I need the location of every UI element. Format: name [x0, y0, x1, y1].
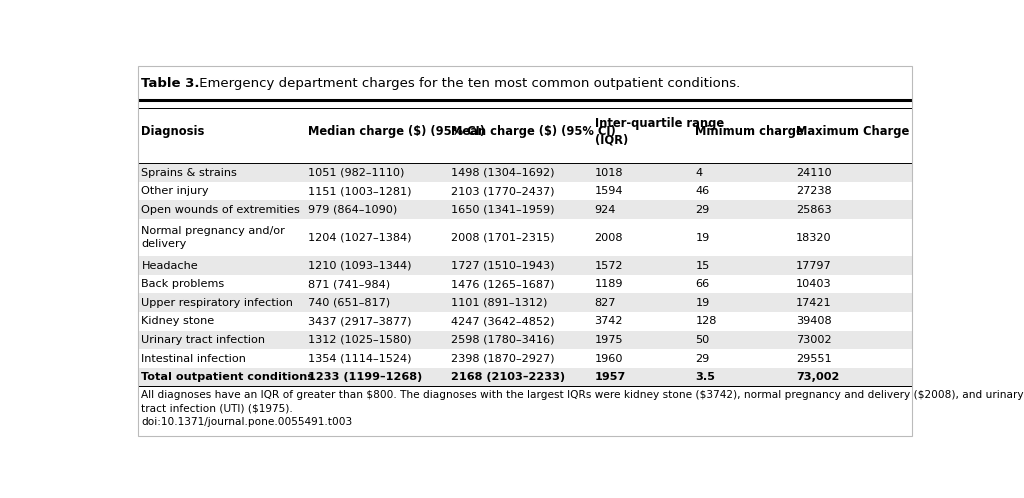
Text: 3437 (2917–3877): 3437 (2917–3877) — [308, 316, 412, 326]
Text: 1051 (982–1110): 1051 (982–1110) — [308, 168, 404, 178]
Bar — [137, 331, 912, 349]
Text: 1312 (1025–1580): 1312 (1025–1580) — [308, 335, 412, 345]
Text: Open wounds of extremities: Open wounds of extremities — [141, 205, 300, 215]
Text: 18320: 18320 — [796, 233, 831, 243]
Text: Inter-quartile range
(IQR): Inter-quartile range (IQR) — [595, 117, 724, 146]
Text: 4: 4 — [695, 168, 702, 178]
Text: 827: 827 — [595, 298, 616, 308]
Text: 1018: 1018 — [595, 168, 624, 178]
Text: Kidney stone: Kidney stone — [141, 316, 215, 326]
Text: 1957: 1957 — [595, 372, 626, 382]
Bar — [137, 219, 912, 256]
Text: 1727 (1510–1943): 1727 (1510–1943) — [452, 260, 555, 270]
Text: 1354 (1114–1524): 1354 (1114–1524) — [308, 354, 412, 364]
Text: 1101 (891–1312): 1101 (891–1312) — [452, 298, 548, 308]
Text: 1650 (1341–1959): 1650 (1341–1959) — [452, 205, 555, 215]
Text: 1498 (1304–1692): 1498 (1304–1692) — [452, 168, 555, 178]
Text: 1960: 1960 — [595, 354, 624, 364]
Text: Headache: Headache — [141, 260, 199, 270]
Bar — [137, 163, 912, 182]
Text: 39408: 39408 — [796, 316, 831, 326]
Text: 73,002: 73,002 — [796, 372, 840, 382]
Text: 2103 (1770–2437): 2103 (1770–2437) — [452, 186, 555, 196]
Text: 979 (864–1090): 979 (864–1090) — [308, 205, 397, 215]
Text: 73002: 73002 — [796, 335, 831, 345]
Text: 1476 (1265–1687): 1476 (1265–1687) — [452, 279, 555, 289]
Text: Normal pregnancy and/or
delivery: Normal pregnancy and/or delivery — [141, 227, 286, 249]
Text: Mean charge ($) (95% CI): Mean charge ($) (95% CI) — [452, 125, 616, 138]
Text: 1151 (1003–1281): 1151 (1003–1281) — [308, 186, 412, 196]
Text: 1975: 1975 — [595, 335, 624, 345]
Text: Median charge ($) (95% CI): Median charge ($) (95% CI) — [308, 125, 485, 138]
Text: 15: 15 — [695, 260, 710, 270]
Text: All diagnoses have an IQR of greater than $800. The diagnoses with the largest I: All diagnoses have an IQR of greater tha… — [141, 390, 1024, 427]
Text: Minimum charge: Minimum charge — [695, 125, 804, 138]
Text: Sprains & strains: Sprains & strains — [141, 168, 238, 178]
Text: 24110: 24110 — [796, 168, 831, 178]
Bar — [137, 368, 912, 386]
Text: 924: 924 — [595, 205, 616, 215]
Text: 2398 (1870–2927): 2398 (1870–2927) — [452, 354, 555, 364]
Bar — [137, 349, 912, 368]
Text: 1594: 1594 — [595, 186, 624, 196]
Text: 10403: 10403 — [796, 279, 831, 289]
Text: 29: 29 — [695, 354, 710, 364]
Text: 1233 (1199–1268): 1233 (1199–1268) — [308, 372, 422, 382]
Text: 46: 46 — [695, 186, 710, 196]
Text: Upper respiratory infection: Upper respiratory infection — [141, 298, 293, 308]
Text: Back problems: Back problems — [141, 279, 224, 289]
Text: 3742: 3742 — [595, 316, 624, 326]
Text: 50: 50 — [695, 335, 710, 345]
Text: Maximum Charge: Maximum Charge — [796, 125, 909, 138]
Bar — [137, 275, 912, 293]
Text: 66: 66 — [695, 279, 710, 289]
Bar — [137, 182, 912, 201]
Text: 2008 (1701–2315): 2008 (1701–2315) — [452, 233, 555, 243]
Text: Urinary tract infection: Urinary tract infection — [141, 335, 265, 345]
Text: 3.5: 3.5 — [695, 372, 716, 382]
Text: Total outpatient conditions: Total outpatient conditions — [141, 372, 314, 382]
Text: 29: 29 — [695, 205, 710, 215]
Text: 2008: 2008 — [595, 233, 624, 243]
Bar — [137, 312, 912, 331]
Text: 1572: 1572 — [595, 260, 624, 270]
Text: 17797: 17797 — [796, 260, 831, 270]
Text: 19: 19 — [695, 298, 710, 308]
Text: 4247 (3642–4852): 4247 (3642–4852) — [452, 316, 555, 326]
Text: Table 3.: Table 3. — [141, 77, 200, 90]
Text: 1204 (1027–1384): 1204 (1027–1384) — [308, 233, 412, 243]
Bar — [137, 256, 912, 275]
Bar — [137, 293, 912, 312]
Text: 871 (741–984): 871 (741–984) — [308, 279, 390, 289]
Text: Diagnosis: Diagnosis — [141, 125, 205, 138]
Text: 2598 (1780–3416): 2598 (1780–3416) — [452, 335, 555, 345]
Text: 740 (651–817): 740 (651–817) — [308, 298, 390, 308]
Text: 19: 19 — [695, 233, 710, 243]
Text: Intestinal infection: Intestinal infection — [141, 354, 247, 364]
Text: 25863: 25863 — [796, 205, 831, 215]
Text: Other injury: Other injury — [141, 186, 209, 196]
Text: 2168 (2103–2233): 2168 (2103–2233) — [452, 372, 565, 382]
Text: Emergency department charges for the ten most common outpatient conditions.: Emergency department charges for the ten… — [196, 77, 740, 90]
Text: 29551: 29551 — [796, 354, 831, 364]
Text: 128: 128 — [695, 316, 717, 326]
Text: 27238: 27238 — [796, 186, 831, 196]
Bar — [137, 201, 912, 219]
Text: 1189: 1189 — [595, 279, 624, 289]
Text: 17421: 17421 — [796, 298, 831, 308]
Text: 1210 (1093–1344): 1210 (1093–1344) — [308, 260, 412, 270]
